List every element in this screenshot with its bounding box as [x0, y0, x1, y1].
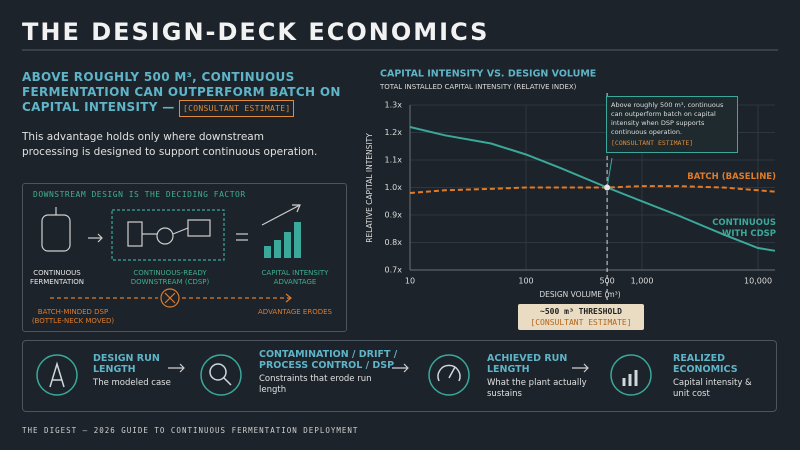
trend-arrow: [261, 204, 301, 226]
series-label: BATCH (BASELINE): [687, 172, 776, 182]
icon-bar: [274, 240, 281, 258]
panel: DOWNSTREAM DESIGN IS THE DECIDING FACTOR…: [22, 183, 347, 332]
step-icon: [36, 354, 78, 396]
y-tick-label: 0.7x: [385, 266, 403, 275]
step-title: ACHIEVED RUN LENGTH: [487, 353, 568, 375]
callout-leader: [606, 157, 613, 188]
step: DESIGN RUN LENGTH The modeled case: [93, 353, 193, 389]
step-arrow: [572, 363, 589, 373]
y-tick-label: 1.1x: [385, 156, 403, 165]
threshold-point: [604, 184, 611, 191]
pipe: [172, 227, 189, 235]
step-arrow: [168, 363, 185, 373]
fail-circle: [160, 288, 180, 308]
series-label: CONTINUOUS WITH CDSP: [712, 218, 776, 239]
step-text: What the plant actually sustains: [487, 378, 587, 399]
panel-item: CAPITAL INTENSITY ADVANTAGE: [261, 269, 329, 286]
step: ACHIEVED RUN LENGTH What the plant actual…: [487, 353, 587, 400]
fail-text: BATCH-MINDED DSP (BOTTLE-NECK MOVED): [31, 308, 115, 325]
chart-title: CAPITAL INTENSITY VS. DESIGN VOLUME: [380, 69, 596, 80]
x-tick-label: 10,000: [744, 277, 772, 286]
headline-text: ABOVE ROUGHLY 500 M³, CONTINUOUS FERMENT…: [22, 70, 341, 114]
body-text: This advantage holds only where downstre…: [22, 131, 318, 158]
step: REALIZED ECONOMICS Capital intensity & un…: [673, 353, 768, 400]
y-tick-label: 1.3x: [385, 101, 403, 110]
step-text: Capital intensity & unit cost: [673, 378, 752, 399]
step-title: DESIGN RUN LENGTH: [93, 353, 160, 375]
x-tick-label: 500: [599, 277, 614, 286]
y-tick-label: 0.9x: [385, 211, 403, 220]
compass: [49, 361, 65, 388]
step-arrows: [168, 363, 589, 373]
arrow-head: [97, 233, 103, 243]
callout-tag: [CONSULTANT ESTIMATE]: [611, 139, 694, 147]
trend-arrow-head: [292, 204, 301, 213]
steps-panel: DESIGN RUN LENGTH The modeled case CONTAM…: [22, 340, 777, 412]
threshold-tag: [CONSULTANT ESTIMATE]: [530, 318, 632, 327]
fail-path: [50, 288, 292, 308]
icon-bar: [284, 232, 291, 258]
callout: Above roughly 500 m³, continuous can out…: [606, 96, 738, 153]
magnifier: [209, 363, 227, 381]
chart-subtitle: TOTAL INSTALLED CAPITAL INTENSITY (RELAT…: [379, 83, 577, 91]
y-axis-label: RELATIVE CAPITAL INTENSITY: [365, 133, 374, 243]
panel-icons: [41, 204, 301, 261]
step: CONTAMINATION / DRIFT / PROCESS CONTROL …: [259, 349, 399, 396]
fail-arrow-head: [285, 293, 292, 303]
step-text: Constraints that erode run length: [259, 374, 372, 395]
panel-title: DOWNSTREAM DESIGN IS THE DECIDING FACTOR: [33, 190, 246, 199]
step-icon: [428, 354, 470, 396]
step-arrow: [392, 363, 409, 373]
x-tick-label: 10: [405, 277, 415, 286]
magnifier-handle: [223, 377, 232, 386]
cdsp-box: [111, 209, 225, 261]
panel-item: CONTINUOUS-READY DOWNSTREAM (CDSP): [130, 269, 210, 286]
footer: THE DIGEST — 2026 GUIDE TO CONTINUOUS FE…: [22, 426, 359, 435]
advantage-bars: [264, 222, 301, 258]
threshold-box: ~500 m³ THRESHOLD [CONSULTANT ESTIMATE]: [518, 304, 644, 330]
y-tick-label: 1.0x: [385, 183, 403, 192]
icon-bar: [294, 222, 301, 258]
estimate-tag: [CONSULTANT ESTIMATE]: [179, 100, 295, 117]
econ-bars: [622, 370, 638, 386]
x-tick-label: 100: [518, 277, 533, 286]
headline: ABOVE ROUGHLY 500 M³, CONTINUOUS FERMENT…: [22, 70, 352, 117]
step-icons: [36, 354, 652, 396]
y-tick-label: 0.8x: [385, 238, 403, 247]
threshold-text: ~500 m³ THRESHOLD: [540, 307, 622, 316]
y-tick-label: 1.2x: [385, 128, 403, 137]
panel-item: CONTINUOUS FERMENTATION: [29, 269, 85, 286]
fail-result: ADVANTAGE ERODES: [258, 308, 332, 316]
x-axis-label: DESIGN VOLUME (m³): [539, 290, 620, 299]
callout-text: Above roughly 500 m³, continuous can out…: [611, 101, 724, 136]
page-title: THE DESIGN-DECK ECONOMICS: [22, 18, 490, 46]
step-icon: [610, 354, 652, 396]
step-icon: [200, 354, 242, 396]
icon-bar: [264, 246, 271, 258]
fail-x: [164, 292, 176, 304]
series-line: [409, 185, 776, 194]
gauge: [437, 364, 461, 382]
step-title: REALIZED ECONOMICS: [673, 353, 738, 375]
cdsp-unit: [156, 227, 174, 245]
step-title: CONTAMINATION / DRIFT / PROCESS CONTROL …: [259, 349, 398, 371]
step-text: The modeled case: [93, 378, 171, 388]
x-tick-label: 1,000: [631, 277, 654, 286]
